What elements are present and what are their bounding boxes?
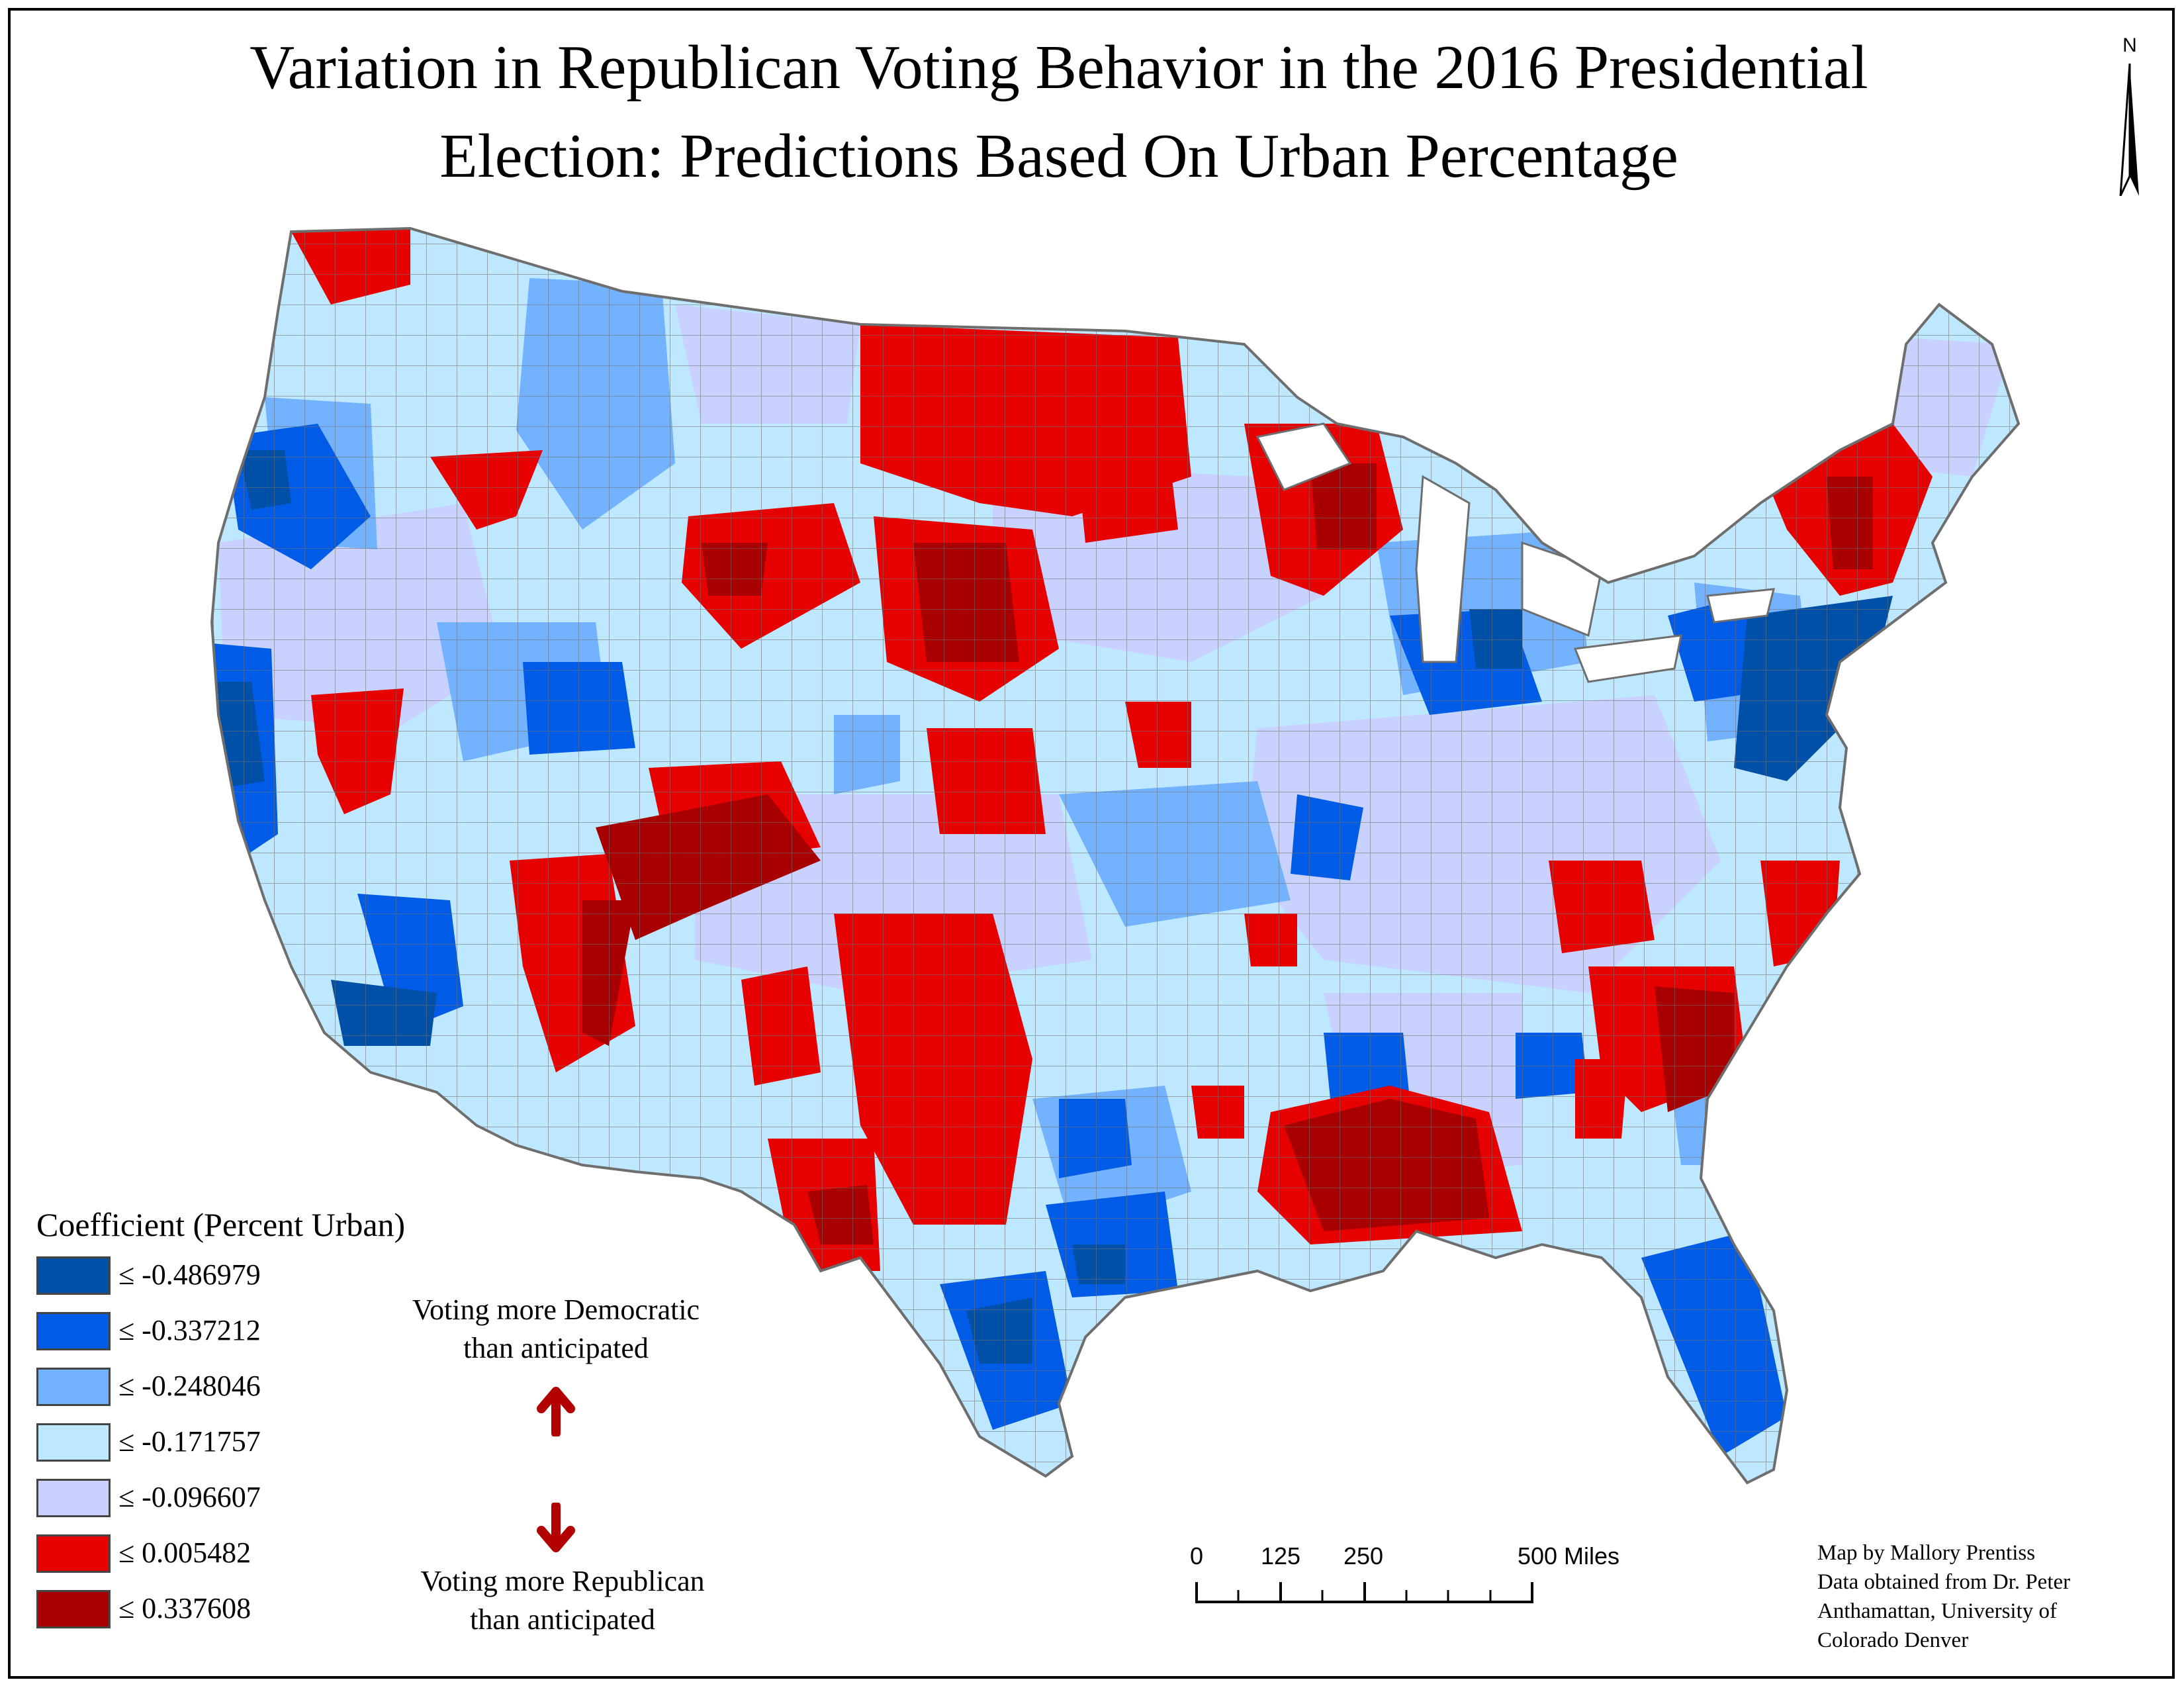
legend-item: ≤ -0.096607	[36, 1472, 381, 1528]
scale-label-250: 250	[1343, 1542, 1384, 1570]
legend-item: ≤ -0.337212	[36, 1305, 381, 1361]
democratic-annotation-line-1: Voting more Democratic	[412, 1293, 700, 1326]
legend-item: ≤ -0.248046	[36, 1361, 381, 1417]
map-title: Variation in Republican Voting Behavior …	[0, 23, 2118, 201]
legend-title: Coefficient (Percent Urban)	[36, 1206, 406, 1243]
democratic-annotation-line-2: than anticipated	[463, 1332, 649, 1364]
credit-line-1: Map by Mallory Prentiss	[1817, 1541, 2036, 1565]
legend-label: ≤ -0.248046	[118, 1370, 261, 1402]
republican-annotation: Voting more Republican than anticipated	[351, 1562, 774, 1639]
credit-line-4: Colorado Denver	[1817, 1628, 1969, 1652]
down-arrow-icon	[537, 1503, 575, 1552]
legend-item: ≤ -0.171757	[36, 1417, 381, 1472]
north-arrow-icon	[2119, 64, 2139, 196]
legend-swatch	[36, 1423, 111, 1462]
title-line-1: Variation in Republican Voting Behavior …	[250, 33, 1868, 102]
lake-shape	[1706, 588, 1775, 624]
legend-item: ≤ -0.486979	[36, 1250, 381, 1305]
legend-swatch	[36, 1256, 111, 1295]
legend-label: ≤ -0.486979	[118, 1258, 261, 1291]
title-line-2: Election: Predictions Based On Urban Per…	[439, 122, 1678, 191]
republican-annotation-line-1: Voting more Republican	[420, 1565, 705, 1597]
lake-shape	[1415, 475, 1471, 663]
legend-label: ≤ 0.005482	[118, 1536, 251, 1569]
democratic-annotation: Voting more Democratic than anticipated	[344, 1291, 768, 1368]
legend-swatch	[36, 1312, 111, 1350]
legend-item: ≤ 0.005482	[36, 1528, 381, 1583]
scale-bar: 0 125 250 500 Miles	[1171, 1542, 1648, 1615]
legend-swatch	[36, 1479, 111, 1517]
legend-label: ≤ 0.337608	[118, 1592, 251, 1624]
scale-label-0: 0	[1189, 1542, 1204, 1570]
north-arrow: N	[2110, 34, 2150, 196]
scale-label-125: 125	[1260, 1542, 1301, 1570]
scale-label-500: 500 Miles	[1517, 1542, 1620, 1570]
lake-shape	[1255, 422, 1352, 491]
legend-label: ≤ -0.171757	[118, 1425, 261, 1458]
scale-bar-line	[1195, 1582, 1533, 1603]
republican-annotation-line-2: than anticipated	[470, 1603, 655, 1636]
north-label: N	[2122, 34, 2137, 56]
legend-swatch	[36, 1590, 111, 1628]
us-outline	[210, 226, 2021, 1485]
legend-label: ≤ -0.096607	[118, 1481, 261, 1513]
map-frame	[8, 8, 2175, 1679]
credit-line-2: Data obtained from Dr. Peter	[1817, 1570, 2071, 1594]
map-credit: Map by Mallory Prentiss Data obtained fr…	[1817, 1538, 2161, 1655]
credit-line-3: Anthamattan, University of	[1817, 1599, 2058, 1623]
up-arrow-icon	[537, 1387, 575, 1436]
legend-swatch	[36, 1534, 111, 1573]
legend-item: ≤ 0.337608	[36, 1583, 381, 1639]
legend-swatch	[36, 1368, 111, 1406]
legend-label: ≤ -0.337212	[118, 1314, 261, 1346]
legend: Coefficient (Percent Urban) ≤ -0.486979 ≤…	[36, 1199, 406, 1639]
lake-shape	[1573, 634, 1682, 683]
